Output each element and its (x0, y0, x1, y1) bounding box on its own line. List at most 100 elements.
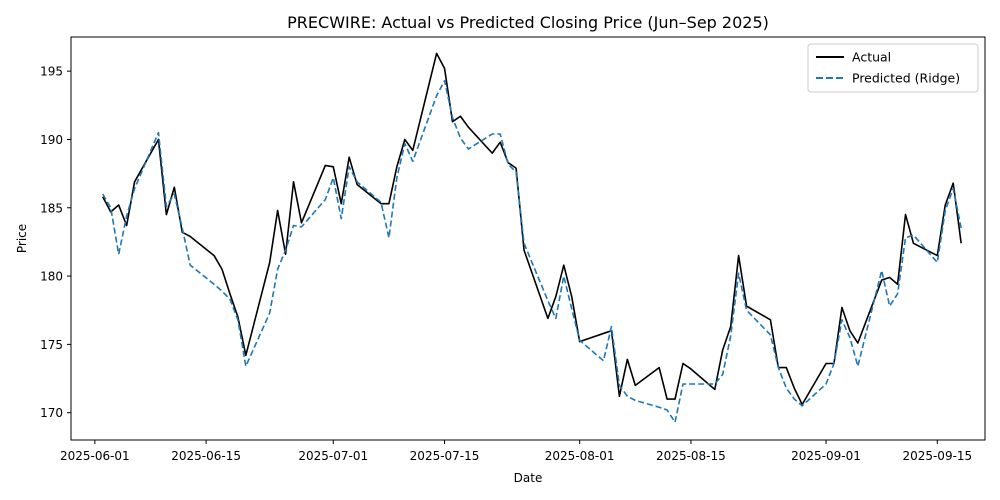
data-point-predicted (245, 365, 247, 367)
data-point-predicted (674, 421, 676, 423)
data-point-predicted (547, 300, 549, 302)
data-point-actual (714, 389, 716, 391)
data-point-actual (221, 268, 223, 270)
data-point-predicted (452, 117, 454, 119)
data-point-actual (340, 203, 342, 205)
data-point-actual (452, 121, 454, 123)
legend-label-predicted: Predicted (Ridge) (852, 71, 960, 86)
data-point-actual (841, 307, 843, 309)
data-point-predicted (174, 193, 176, 195)
data-point-actual (229, 293, 231, 295)
data-point-predicted (126, 215, 128, 217)
data-point-actual (332, 166, 334, 168)
data-point-actual (523, 249, 525, 251)
data-point-actual (952, 182, 954, 184)
data-point-actual (944, 204, 946, 206)
data-point-actual (388, 203, 390, 205)
data-point-actual (166, 214, 168, 216)
data-point-predicted (499, 133, 501, 135)
x-tick-label: 2025-09-15 (902, 449, 972, 463)
x-tick-label: 2025-08-15 (656, 449, 726, 463)
data-point-actual (547, 318, 549, 320)
data-point-predicted (778, 367, 780, 369)
data-point-actual (786, 367, 788, 369)
data-point-predicted (944, 210, 946, 212)
data-point-predicted (833, 363, 835, 365)
data-point-actual (682, 363, 684, 365)
series-line-actual (102, 52, 962, 406)
data-point-actual (627, 359, 629, 361)
data-point-predicted (770, 334, 772, 336)
data-point-actual (499, 141, 501, 143)
data-point-predicted (189, 264, 191, 266)
data-point-predicted (690, 383, 692, 385)
y-tick-label: 175 (40, 338, 63, 352)
data-point-actual (905, 214, 907, 216)
data-point-actual (658, 367, 660, 369)
data-point-predicted (905, 237, 907, 239)
y-tick-label: 185 (40, 201, 63, 215)
data-point-predicted (579, 339, 581, 341)
x-tick-label: 2025-07-01 (298, 449, 368, 463)
legend-box (807, 43, 979, 93)
y-tick-label: 180 (40, 270, 63, 284)
data-point-actual (960, 242, 962, 244)
data-point-predicted (301, 226, 303, 228)
data-point-predicted (325, 199, 327, 201)
data-point-predicted (722, 374, 724, 376)
data-point-actual (722, 349, 724, 351)
data-point-predicted (412, 161, 414, 163)
data-point-actual (690, 368, 692, 370)
data-point-actual (849, 330, 851, 332)
data-point-actual (356, 184, 358, 186)
data-point-predicted (181, 227, 183, 229)
data-point-actual (460, 115, 462, 117)
series-line-predicted (102, 79, 962, 424)
data-point-predicted (468, 148, 470, 150)
data-point-actual (277, 210, 279, 212)
data-point-actual (380, 203, 382, 205)
x-tick-label: 2025-09-01 (791, 449, 861, 463)
data-point-actual (325, 165, 327, 167)
y-tick-label: 190 (40, 133, 63, 147)
data-point-actual (666, 398, 668, 400)
data-point-predicted (269, 312, 271, 314)
data-point-predicted (825, 383, 827, 385)
data-point-predicted (507, 163, 509, 165)
data-point-actual (738, 255, 740, 257)
data-point-actual (674, 398, 676, 400)
data-point-predicted (285, 249, 287, 251)
data-point-predicted (913, 234, 915, 236)
data-point-predicted (348, 166, 350, 168)
data-point-predicted (221, 290, 223, 292)
data-point-predicted (730, 335, 732, 337)
data-point-actual (881, 279, 883, 281)
data-point-predicted (714, 383, 716, 385)
data-point-actual (134, 181, 136, 183)
data-point-actual (555, 296, 557, 298)
data-point-actual (770, 319, 772, 321)
x-tick-label: 2025-08-01 (545, 449, 615, 463)
x-tick-label: 2025-07-15 (410, 449, 480, 463)
data-point-predicted (627, 395, 629, 397)
data-point-actual (436, 53, 438, 55)
data-point-actual (444, 68, 446, 70)
data-point-predicted (960, 227, 962, 229)
data-point-predicted (118, 253, 120, 255)
y-tick-label: 170 (40, 406, 63, 420)
data-point-predicted (444, 80, 446, 82)
x-tick-label: 2025-06-15 (171, 449, 241, 463)
data-point-predicted (396, 177, 398, 179)
data-point-actual (396, 166, 398, 168)
x-tick-label: 2025-06-01 (60, 449, 130, 463)
data-point-predicted (952, 188, 954, 190)
data-point-predicted (658, 406, 660, 408)
legend: Actual Predicted (Ridge) (807, 43, 979, 93)
data-point-predicted (388, 237, 390, 239)
data-point-predicted (436, 95, 438, 97)
data-point-actual (118, 204, 120, 206)
data-point-predicted (293, 225, 295, 227)
data-point-predicted (786, 387, 788, 389)
data-point-predicted (460, 137, 462, 139)
data-point-predicted (889, 305, 891, 307)
